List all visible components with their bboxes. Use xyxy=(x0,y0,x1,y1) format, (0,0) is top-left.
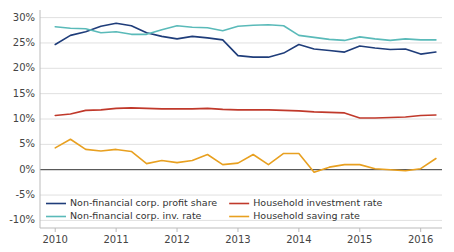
y-grid xyxy=(40,18,442,221)
x-tick-label: 2016 xyxy=(408,234,433,245)
legend-label: Household saving rate xyxy=(253,210,360,221)
x-tick xyxy=(177,228,178,232)
grid-line xyxy=(40,119,442,120)
grid-line xyxy=(40,93,442,94)
legend-label: Non-financial corp. profit share xyxy=(70,197,217,208)
y-tick-label: 10% xyxy=(13,113,35,124)
x-tick xyxy=(420,228,421,232)
y-tick-label: 20% xyxy=(13,62,35,73)
x-tick-label: 2012 xyxy=(164,234,189,245)
x-tick xyxy=(237,228,238,232)
legend-swatch xyxy=(46,216,66,218)
y-tick-label: -5% xyxy=(16,189,35,200)
x-tick-label: 2015 xyxy=(347,234,372,245)
series-line xyxy=(55,23,436,57)
legend-item: Non-financial corp. inv. rate xyxy=(46,210,202,221)
x-tick-label: 2014 xyxy=(286,234,311,245)
x-axis-line xyxy=(40,228,442,229)
legend-label: Non-financial corp. inv. rate xyxy=(70,210,202,221)
series-line xyxy=(55,25,436,41)
grid-line xyxy=(40,42,442,43)
x-tick-label: 2010 xyxy=(43,234,68,245)
x-tick xyxy=(55,228,56,232)
grid-line xyxy=(40,17,442,18)
x-tick xyxy=(116,228,117,232)
grid-line xyxy=(40,144,442,145)
y-tick-label: 15% xyxy=(13,88,35,99)
legend-item: Household investment rate xyxy=(229,197,382,208)
legend-item: Non-financial corp. profit share xyxy=(46,197,217,208)
lines xyxy=(55,23,436,172)
y-tick-label: 5% xyxy=(19,138,35,149)
y-axis-line xyxy=(40,10,41,228)
x-tick-label: 2013 xyxy=(225,234,250,245)
series-line xyxy=(55,108,436,118)
legend: Non-financial corp. profit share Househol… xyxy=(46,197,383,221)
legend-swatch xyxy=(46,203,66,205)
y-tick-label: 30% xyxy=(13,12,35,23)
legend-label: Household investment rate xyxy=(253,197,382,208)
grid-line xyxy=(40,195,442,196)
x-tick xyxy=(298,228,299,232)
y-tick-label: -10% xyxy=(9,214,35,225)
y-tick-label: 25% xyxy=(13,37,35,48)
x-tick xyxy=(359,228,360,232)
legend-swatch xyxy=(229,216,249,218)
series-line xyxy=(55,139,436,172)
legend-swatch xyxy=(229,203,249,205)
x-tick-label: 2011 xyxy=(103,234,128,245)
chart: -10% -5% 0% 5% 10% 15% 20% 25% 30% 2010 2011 2012 20… xyxy=(0,0,454,252)
legend-item: Household saving rate xyxy=(229,210,360,221)
y-tick-label: 0% xyxy=(19,164,35,175)
grid-line xyxy=(40,68,442,69)
